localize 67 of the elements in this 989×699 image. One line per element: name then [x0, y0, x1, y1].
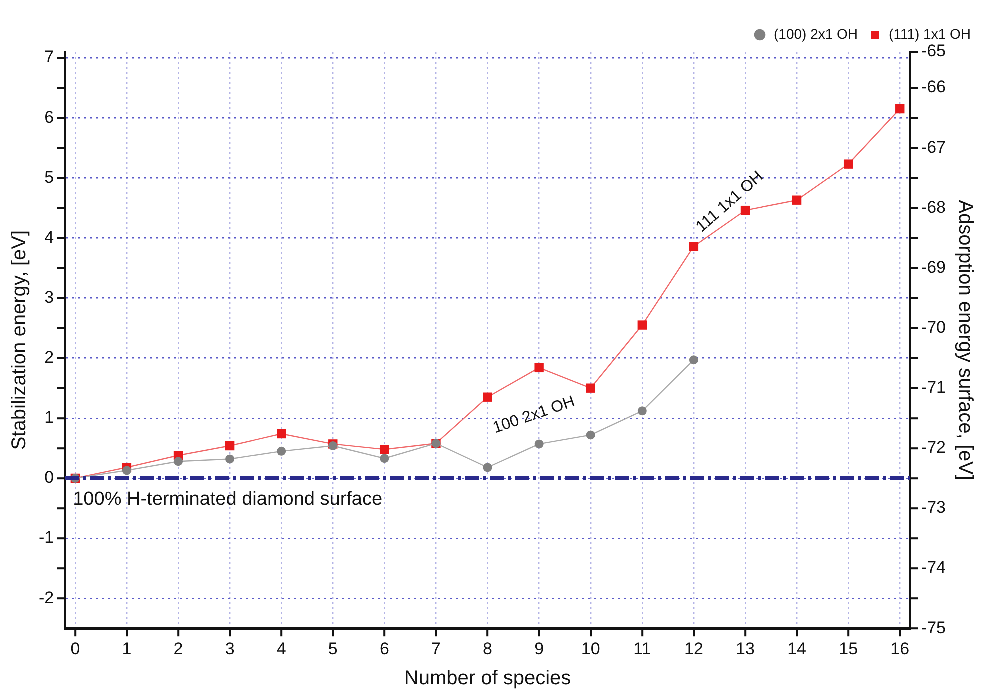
point [483, 463, 492, 472]
y-axis-title: Stabilization energy, [eV] [8, 230, 31, 450]
y2-tick-label: -67 [921, 138, 946, 157]
legend-label: (111) 1x1 OH [889, 26, 972, 42]
point [792, 196, 802, 205]
point [586, 384, 596, 393]
x-tick-label: 6 [380, 639, 390, 658]
point [534, 363, 544, 373]
x-tick-label: 12 [684, 639, 704, 658]
point [380, 445, 390, 454]
x-tick-label: 10 [581, 639, 600, 658]
x-tick-label: 8 [483, 639, 493, 658]
x-tick-label: 0 [70, 639, 80, 658]
point [896, 104, 905, 114]
y-tick-label: 2 [44, 348, 54, 368]
x-tick-label: 7 [431, 639, 441, 658]
x-axis-title: Number of species [404, 668, 572, 690]
y2-tick-label: -72 [921, 438, 946, 458]
x-tick-label: 4 [276, 639, 286, 658]
point [534, 440, 544, 449]
point [277, 446, 286, 456]
y-tick-label: 1 [44, 408, 54, 428]
point [638, 320, 647, 330]
x-tick-label: 3 [225, 639, 235, 658]
annotation: 111 1x1 OH [693, 168, 767, 236]
y-tick-label: 6 [44, 108, 54, 127]
point [483, 392, 492, 402]
x-tick-label: 15 [839, 639, 858, 658]
x-tick-label: 14 [788, 639, 806, 658]
point [844, 160, 854, 169]
y2-tick-label: -65 [921, 42, 946, 61]
x-tick-label: 11 [634, 639, 652, 658]
y2-tick-label: -70 [921, 318, 946, 337]
ref-line-label: 100% H-terminated diamond surface [73, 489, 383, 510]
y-tick-label: 5 [44, 168, 54, 187]
point [689, 242, 699, 252]
x-tick-label: 2 [174, 639, 184, 658]
y-tick-label: 3 [44, 288, 54, 307]
y-tick-label: 7 [44, 48, 54, 67]
point [277, 429, 286, 439]
y2-tick-label: -74 [921, 558, 946, 578]
y-tick-label: 0 [44, 468, 54, 488]
x-tick-label: 5 [328, 639, 338, 658]
x-tick-label: 16 [890, 639, 910, 658]
y2-tick-label: -68 [921, 198, 946, 217]
point [226, 454, 235, 464]
x-tick-label: 13 [736, 639, 755, 658]
point [638, 406, 647, 416]
y-tick-label: -2 [38, 588, 54, 608]
point [225, 441, 235, 451]
legend-label: (100) 2x1 OH [774, 26, 858, 42]
point [174, 457, 184, 466]
point [122, 466, 132, 476]
y2-tick-label: -66 [921, 78, 946, 97]
y-tick-label: 4 [44, 228, 54, 247]
point [380, 454, 390, 464]
x-tick-label: 1 [122, 639, 132, 658]
y2-tick-label: -69 [921, 258, 946, 277]
point [689, 356, 698, 365]
y2-tick-label: -73 [921, 498, 946, 518]
y2-tick-label: -75 [921, 618, 946, 638]
y-tick-label: -1 [38, 528, 54, 548]
annotation: 100 2x1 OH [490, 393, 578, 438]
point [586, 430, 596, 440]
y2-axis-title: Adsorption energy surface, [eV] [954, 200, 976, 480]
y2-tick-label: -71 [921, 378, 946, 398]
x-tick-label: 9 [534, 639, 544, 658]
